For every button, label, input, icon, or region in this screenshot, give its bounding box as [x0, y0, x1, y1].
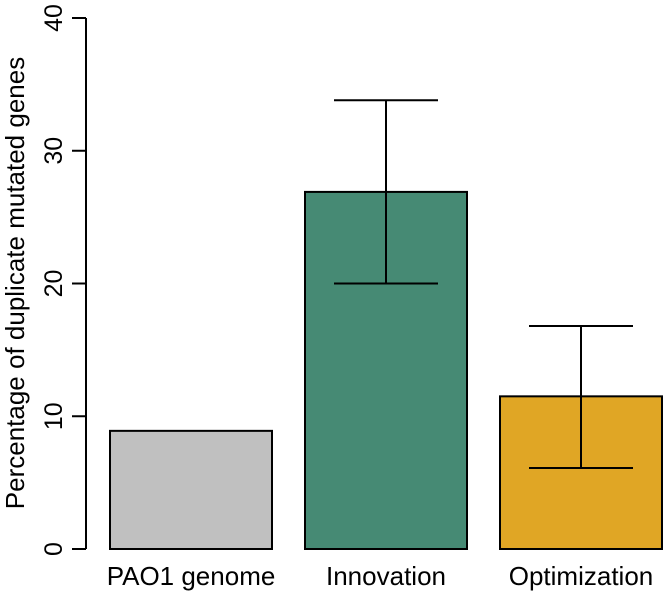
- x-tick-label: PAO1 genome: [107, 561, 276, 591]
- y-axis-label: Percentage of duplicate mutated genes: [0, 57, 30, 509]
- y-tick-label: 40: [40, 4, 68, 32]
- y-tick-label: 10: [40, 402, 68, 430]
- x-tick-label: Innovation: [326, 561, 446, 591]
- x-axis-labels: PAO1 genome Innovation Optimization: [107, 561, 654, 591]
- error-bars: [139, 99, 633, 550]
- x-tick-label: Optimization: [509, 561, 654, 591]
- y-tick-label: 30: [40, 137, 68, 165]
- y-tick-label: 0: [40, 542, 68, 556]
- y-axis: 0 10 20 30 40: [40, 4, 87, 556]
- bars: [109, 190, 663, 551]
- y-tick-label: 20: [40, 270, 68, 298]
- bar-pao1-genome: [109, 429, 273, 551]
